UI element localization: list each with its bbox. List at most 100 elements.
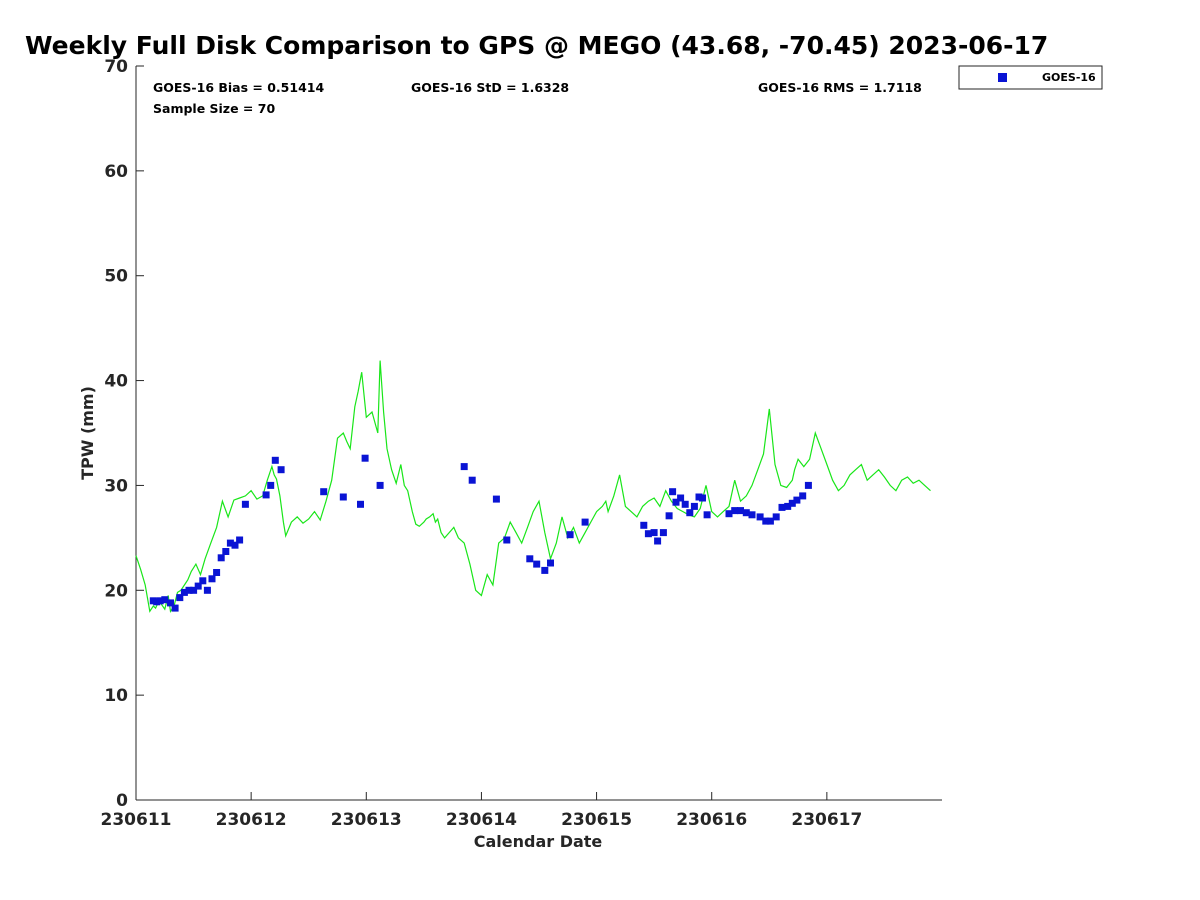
goes-point xyxy=(194,582,202,590)
x-tick-label: 230616 xyxy=(676,810,747,830)
goes-point xyxy=(271,456,279,464)
goes-point xyxy=(644,530,652,538)
goes-point xyxy=(241,500,249,508)
goes-point xyxy=(167,599,174,607)
goes-point xyxy=(778,503,786,511)
goes-point xyxy=(190,586,198,594)
goes-point xyxy=(788,499,796,507)
goes-point xyxy=(541,566,549,574)
goes-point xyxy=(180,588,188,596)
goes-point xyxy=(799,492,807,500)
x-tick-label: 230617 xyxy=(791,810,862,830)
chart-title: Weekly Full Disk Comparison to GPS @ MEG… xyxy=(25,31,1048,60)
goes-point xyxy=(566,531,574,539)
goes-point xyxy=(526,555,534,563)
legend-box xyxy=(958,65,1103,90)
goes-point xyxy=(176,594,184,602)
goes-point xyxy=(213,569,221,576)
y-tick-label: 10 xyxy=(104,686,128,706)
sample-size-annotation: Sample Size = 70 xyxy=(153,101,275,116)
goes-point xyxy=(762,517,770,525)
y-tick-label: 60 xyxy=(104,162,128,182)
legend-label-goes: GOES-16 xyxy=(1042,71,1096,84)
goes-point xyxy=(547,559,554,567)
legend-marker-goes xyxy=(998,73,1007,82)
goes-point xyxy=(742,509,750,517)
goes-point xyxy=(703,511,711,519)
y-tick-label: 30 xyxy=(104,476,128,496)
goes-point xyxy=(690,502,698,510)
goes-point xyxy=(267,481,275,489)
y-tick-label: 0 xyxy=(116,791,128,811)
goes-point xyxy=(756,513,764,521)
goes-series xyxy=(149,454,812,612)
x-tick-label: 230613 xyxy=(331,810,402,830)
goes-point xyxy=(222,548,230,555)
y-tick-label: 40 xyxy=(104,372,128,392)
goes-point xyxy=(231,541,239,549)
goes-point xyxy=(784,502,792,510)
x-tick-label: 230611 xyxy=(101,810,172,830)
goes-point xyxy=(376,481,384,489)
goes-point xyxy=(339,493,347,501)
goes-point xyxy=(217,554,225,562)
goes-point xyxy=(650,529,658,537)
goes-point xyxy=(748,511,756,519)
x-tick-label: 230614 xyxy=(446,810,517,830)
y-tick-label: 50 xyxy=(104,267,128,287)
rms-annotation: GOES-16 RMS = 1.7118 xyxy=(758,80,922,95)
goes-point xyxy=(737,507,744,515)
goes-point xyxy=(199,577,207,585)
goes-point xyxy=(185,586,193,594)
goes-point xyxy=(503,536,511,544)
goes-point xyxy=(468,476,476,484)
x-axis-label: Calendar Date xyxy=(474,832,603,851)
std-annotation: GOES-16 StD = 1.6328 xyxy=(411,80,569,95)
goes-point xyxy=(161,596,169,604)
goes-point xyxy=(793,496,801,504)
goes-point xyxy=(686,509,694,517)
plot-area xyxy=(135,66,942,801)
goes-point xyxy=(156,597,164,605)
x-axis-ticks: 230611 230612 230613 230614 230615 230616 2306… xyxy=(101,792,862,830)
goes-point xyxy=(731,507,739,515)
goes-point xyxy=(766,517,774,525)
goes-point xyxy=(804,481,812,489)
goes-point xyxy=(699,494,706,502)
goes-point xyxy=(640,521,648,529)
goes-point xyxy=(672,498,680,506)
goes-point xyxy=(320,488,328,496)
goes-point xyxy=(171,604,179,612)
bias-annotation: GOES-16 Bias = 0.51414 xyxy=(153,80,324,95)
goes-point xyxy=(357,500,364,508)
goes-point xyxy=(581,518,589,526)
goes-point xyxy=(654,537,662,545)
goes-point xyxy=(236,536,244,544)
goes-point xyxy=(226,539,234,547)
x-tick-label: 230612 xyxy=(216,810,287,830)
goes-point xyxy=(725,510,733,518)
y-axis-ticks: 0 10 20 30 40 50 60 70 xyxy=(104,57,144,811)
goes-point xyxy=(681,500,689,508)
goes-point xyxy=(361,454,369,462)
y-tick-label: 20 xyxy=(104,581,128,601)
goes-point xyxy=(492,495,500,503)
gps-series xyxy=(135,360,931,613)
y-axis-label: TPW (mm) xyxy=(78,386,97,480)
goes-point xyxy=(203,586,211,594)
goes-point xyxy=(677,494,685,502)
gps-line xyxy=(135,360,931,613)
goes-point xyxy=(772,513,780,521)
goes-point xyxy=(262,491,270,499)
goes-point xyxy=(665,512,673,520)
goes-point xyxy=(277,466,285,474)
goes-point xyxy=(460,463,468,471)
goes-point xyxy=(208,575,216,583)
goes-point xyxy=(669,488,677,496)
x-tick-label: 230615 xyxy=(561,810,632,830)
goes-point xyxy=(533,560,541,568)
y-tick-label: 70 xyxy=(104,57,128,77)
goes-point xyxy=(659,529,667,537)
legend: GOES-16 xyxy=(958,65,1103,90)
